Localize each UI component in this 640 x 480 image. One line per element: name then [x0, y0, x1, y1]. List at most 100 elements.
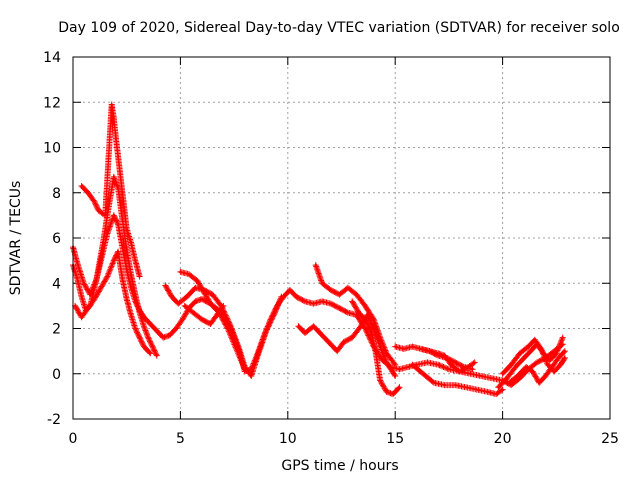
data-point [494, 392, 498, 396]
data-point [82, 282, 85, 285]
data-point [162, 336, 165, 339]
data-point [99, 286, 103, 289]
data-point [123, 209, 126, 213]
data-point [187, 273, 191, 276]
data-point [86, 191, 90, 194]
data-point [398, 368, 401, 371]
data-point [522, 356, 526, 360]
data-point [119, 173, 122, 176]
data-point [222, 304, 225, 308]
data-point [509, 363, 513, 366]
data-point [505, 377, 509, 380]
data-point [142, 345, 146, 348]
data-point [421, 372, 425, 375]
data-point [357, 311, 360, 314]
data-point [235, 347, 238, 351]
data-point [355, 293, 358, 296]
data-point [443, 383, 446, 387]
data-point [329, 343, 332, 346]
data-point [516, 374, 519, 378]
data-point [194, 286, 197, 289]
data-point [215, 313, 219, 317]
x-tick-label: 5 [176, 431, 185, 447]
data-point [200, 297, 204, 301]
data-point [183, 304, 186, 308]
data-markers [70, 212, 566, 389]
data-point [436, 363, 440, 366]
data-point [501, 372, 504, 375]
data-point [168, 334, 171, 337]
data-point [149, 322, 152, 326]
chart-title: Day 109 of 2020, Sidereal Day-to-day VTE… [58, 20, 620, 36]
data-point [192, 311, 195, 314]
data-point [76, 277, 79, 280]
data-point [134, 259, 137, 262]
data-point [351, 336, 354, 339]
data-point [329, 302, 332, 305]
data-point [121, 277, 124, 280]
data-point [320, 334, 324, 337]
data-point [114, 137, 118, 140]
data-point [351, 300, 354, 303]
data-point [273, 311, 277, 314]
series-track-12 [409, 361, 506, 398]
data-point [320, 300, 324, 303]
data-point [93, 297, 96, 301]
data-point [432, 381, 436, 384]
y-tick-label: 2 [52, 322, 61, 338]
data-point [312, 302, 315, 305]
data-point [449, 363, 453, 366]
data-point [314, 263, 317, 267]
data-point [303, 300, 307, 303]
data-point [116, 223, 120, 226]
data-point [385, 352, 388, 355]
data-point [138, 336, 141, 339]
data-point [138, 311, 141, 314]
data-point [303, 331, 307, 335]
x-tick-label: 25 [601, 431, 619, 447]
data-point [550, 365, 554, 369]
data-point [134, 327, 137, 330]
data-point [454, 361, 457, 364]
data-point [297, 325, 300, 328]
data-point [497, 386, 500, 389]
data-point [428, 349, 431, 353]
data-markers [70, 173, 160, 359]
data-point [265, 329, 268, 332]
data-point [372, 318, 375, 321]
data-point [80, 184, 83, 188]
y-tick-label: 0 [52, 367, 61, 383]
data-point [80, 315, 83, 319]
data-point [336, 349, 339, 353]
data-point [391, 392, 395, 396]
series-track-6 [177, 268, 248, 373]
data-point [243, 368, 247, 371]
data-point [378, 379, 382, 382]
data-point [97, 209, 100, 213]
data-point [228, 322, 232, 326]
data-point [209, 302, 212, 305]
y-tick-label: 10 [43, 141, 61, 157]
y-tick-label: 6 [52, 231, 61, 247]
data-point [426, 361, 429, 364]
data-point [486, 390, 489, 394]
data-point [200, 318, 204, 321]
series-track-10 [349, 298, 403, 398]
data-point [179, 270, 182, 274]
data-point [546, 363, 549, 366]
grid [73, 57, 610, 419]
data-point [121, 245, 124, 249]
series-track-4 [72, 248, 154, 357]
y-tick-label: 12 [43, 95, 61, 111]
series-track-16 [506, 348, 568, 386]
series-track-1 [70, 212, 566, 389]
data-point [121, 218, 124, 222]
data-point [385, 390, 388, 394]
data-point [436, 352, 440, 355]
data-point [557, 356, 560, 360]
data-point [170, 295, 174, 299]
data-point [531, 370, 534, 373]
data-point [129, 241, 133, 244]
series-track-3 [78, 101, 143, 280]
